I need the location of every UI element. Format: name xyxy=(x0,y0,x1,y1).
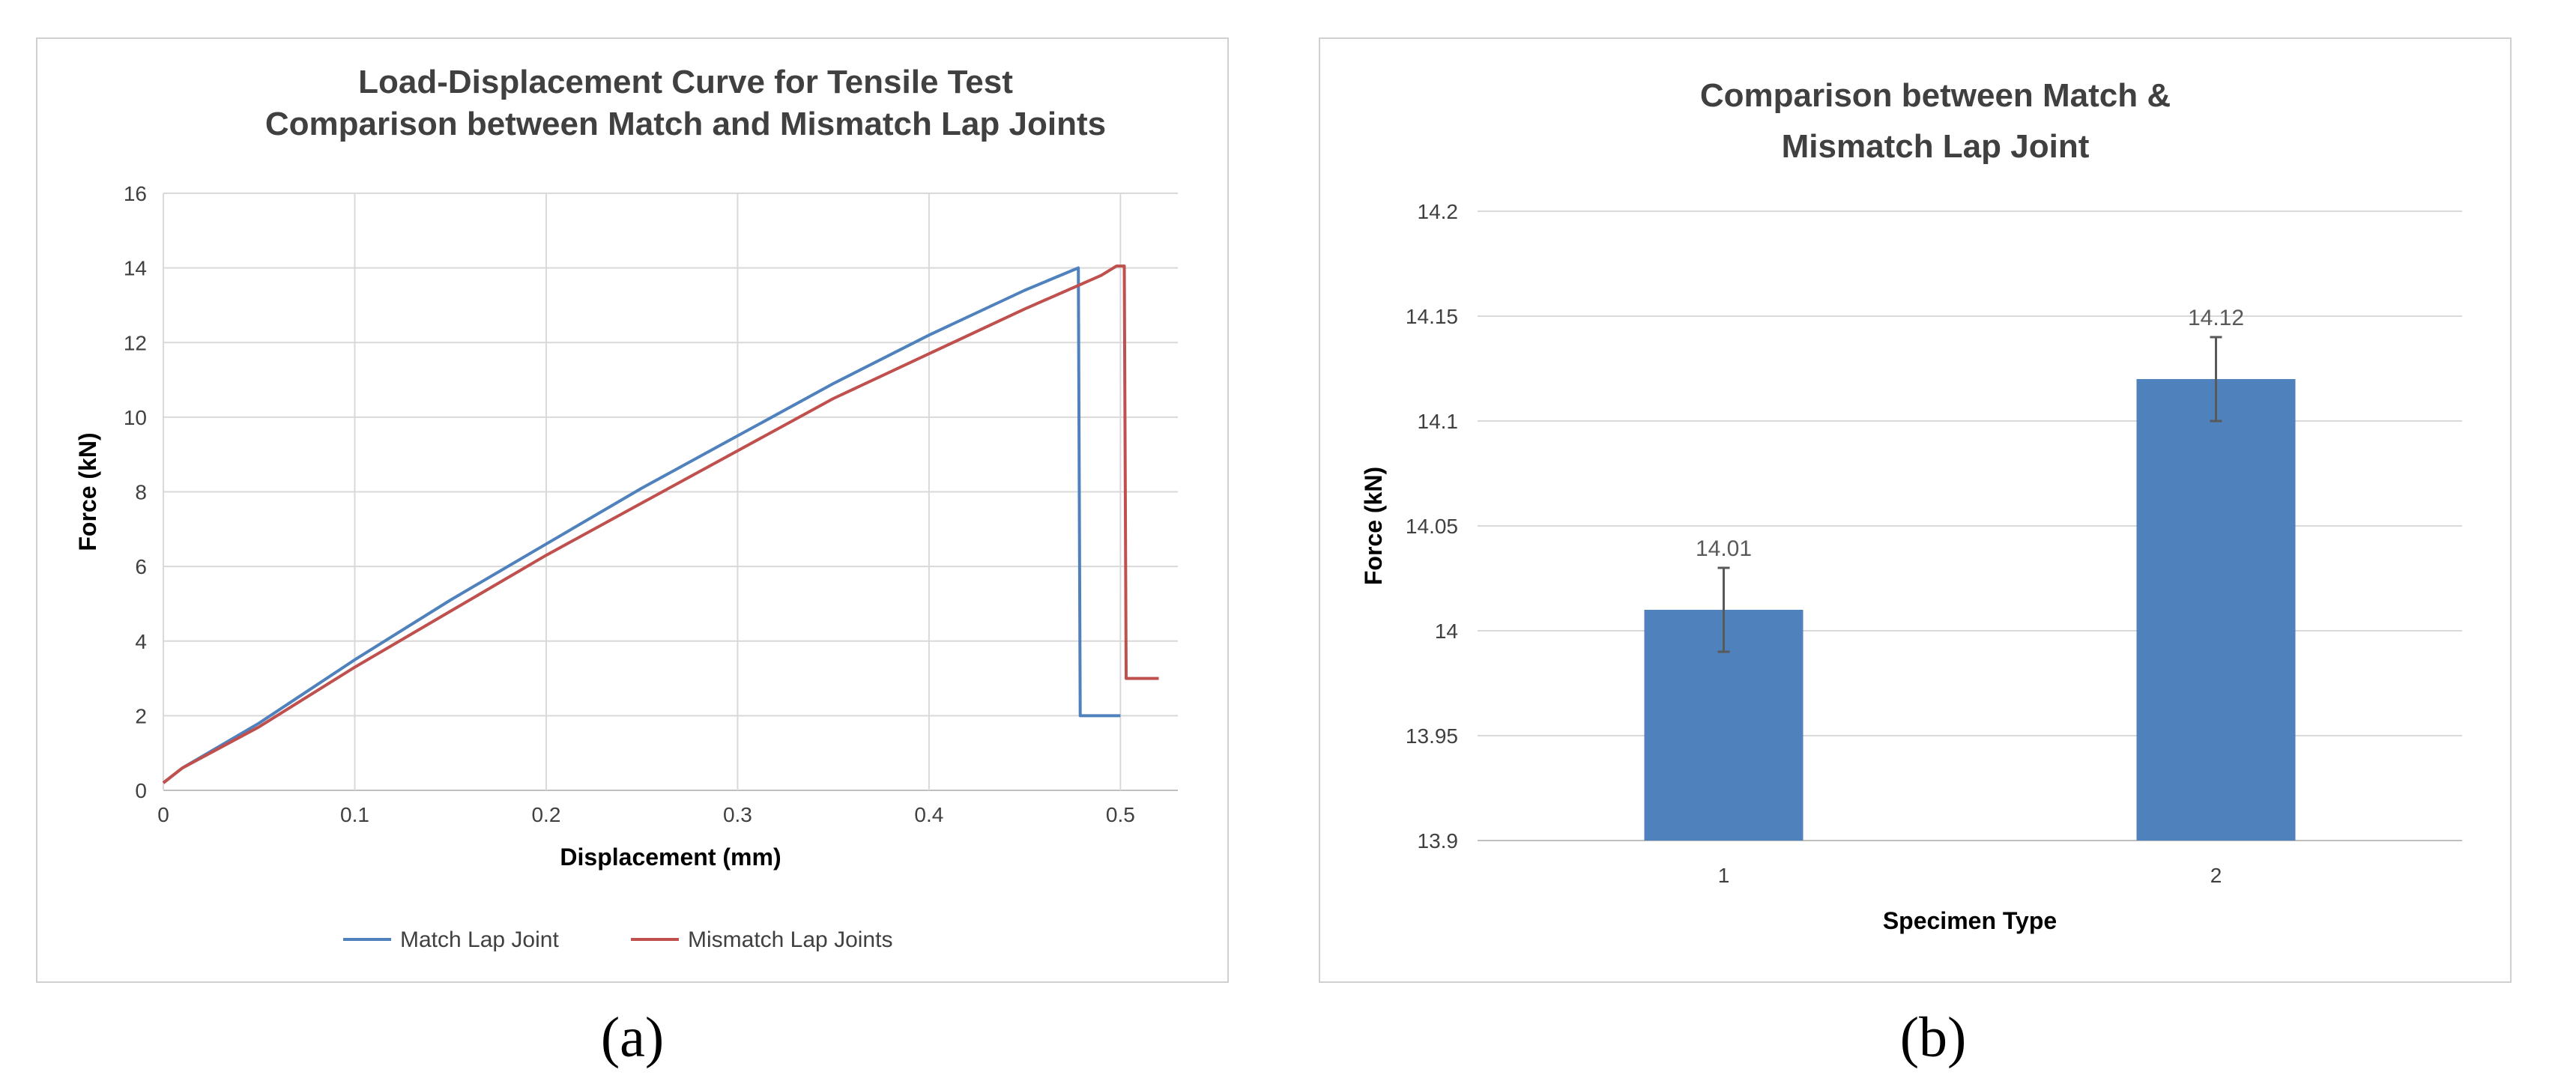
y-axis-title: Force (kN) xyxy=(1360,467,1387,585)
legend-label: Match Lap Joint xyxy=(400,927,559,952)
y-tick-label: 14.2 xyxy=(1418,200,1459,223)
y-tick-label: 12 xyxy=(124,331,147,354)
chart-title-line: Comparison between Match and Mismatch La… xyxy=(265,106,1106,142)
line-chart-panel: Load-Displacement Curve for Tensile Test… xyxy=(36,37,1229,983)
figure-label-b: (b) xyxy=(1899,1006,1967,1069)
x-tick-label: 0.5 xyxy=(1106,803,1135,826)
bar-chart: Comparison between Match & Mismatch Lap J… xyxy=(1360,77,2462,934)
x-axis-title: Specimen Type xyxy=(1883,907,2057,934)
x-tick-label: 0.2 xyxy=(531,803,560,826)
y-tick-label: 8 xyxy=(135,481,147,504)
chart-title-line: Mismatch Lap Joint xyxy=(1782,128,2090,165)
x-tick-label: 2 xyxy=(2210,864,2222,887)
x-tick-label: 1 xyxy=(1718,864,1730,887)
y-axis-title: Force (kN) xyxy=(74,432,101,551)
series-line xyxy=(162,266,1121,784)
x-tick-label: 0.1 xyxy=(340,803,369,826)
figure-label-a: (a) xyxy=(600,1006,665,1069)
x-tick-label: 0.4 xyxy=(914,803,943,826)
y-tick-label: 4 xyxy=(135,630,147,653)
bar-chart-panel: Comparison between Match & Mismatch Lap J… xyxy=(1319,37,2512,983)
y-tick-label: 14.05 xyxy=(1406,515,1458,538)
y-tick-label: 13.9 xyxy=(1418,829,1459,853)
series-line xyxy=(162,264,1159,784)
y-tick-label: 6 xyxy=(135,555,147,578)
y-tick-label: 14 xyxy=(1435,620,1458,643)
y-tick-label: 2 xyxy=(135,704,147,727)
y-tick-label: 14.1 xyxy=(1418,410,1459,433)
y-tick-label: 14.15 xyxy=(1406,305,1458,328)
y-tick-label: 10 xyxy=(124,406,147,429)
data-label: 14.01 xyxy=(1696,536,1752,561)
line-chart: Load-Displacement Curve for Tensile Test… xyxy=(74,64,1178,952)
bar xyxy=(2136,379,2296,841)
y-tick-label: 13.95 xyxy=(1406,724,1458,748)
y-tick-label: 0 xyxy=(135,779,147,802)
x-tick-label: 0.3 xyxy=(723,803,752,826)
chart-title-line: Comparison between Match & xyxy=(1700,77,2171,114)
data-label: 14.12 xyxy=(2188,306,2244,330)
y-tick-label: 16 xyxy=(124,182,147,205)
x-tick-label: 0 xyxy=(157,803,169,826)
chart-title-line: Load-Displacement Curve for Tensile Test xyxy=(358,64,1013,100)
x-axis-title: Displacement (mm) xyxy=(560,844,781,871)
legend-label: Mismatch Lap Joints xyxy=(688,927,892,952)
y-tick-label: 14 xyxy=(124,257,147,280)
